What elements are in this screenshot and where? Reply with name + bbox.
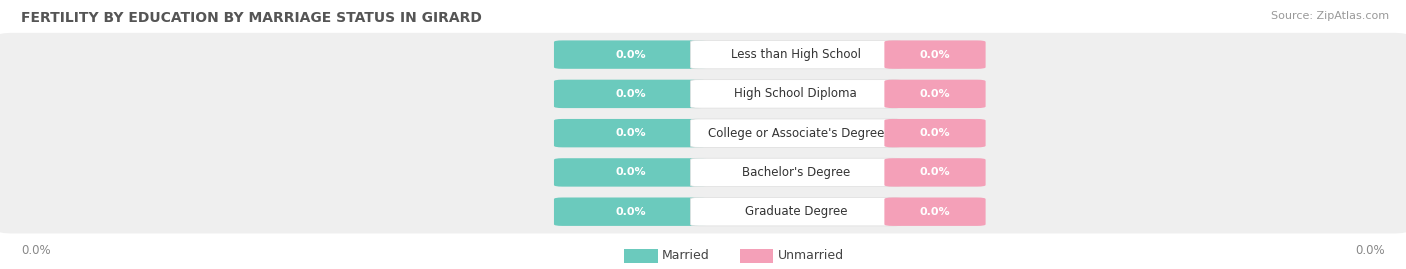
FancyBboxPatch shape bbox=[0, 111, 1406, 155]
Text: High School Diploma: High School Diploma bbox=[734, 87, 858, 100]
Text: 0.0%: 0.0% bbox=[616, 49, 645, 60]
FancyBboxPatch shape bbox=[884, 119, 986, 147]
FancyBboxPatch shape bbox=[690, 158, 901, 187]
Text: 0.0%: 0.0% bbox=[616, 128, 645, 138]
FancyBboxPatch shape bbox=[740, 249, 773, 263]
Text: 0.0%: 0.0% bbox=[616, 89, 645, 99]
Text: Graduate Degree: Graduate Degree bbox=[745, 205, 846, 218]
FancyBboxPatch shape bbox=[0, 151, 1406, 194]
FancyBboxPatch shape bbox=[884, 197, 986, 226]
Text: 0.0%: 0.0% bbox=[920, 207, 950, 217]
FancyBboxPatch shape bbox=[884, 80, 986, 108]
Text: 0.0%: 0.0% bbox=[920, 167, 950, 178]
FancyBboxPatch shape bbox=[690, 40, 901, 69]
FancyBboxPatch shape bbox=[554, 158, 707, 187]
FancyBboxPatch shape bbox=[0, 33, 1406, 76]
Text: Bachelor's Degree: Bachelor's Degree bbox=[742, 166, 849, 179]
Text: FERTILITY BY EDUCATION BY MARRIAGE STATUS IN GIRARD: FERTILITY BY EDUCATION BY MARRIAGE STATU… bbox=[21, 11, 482, 25]
FancyBboxPatch shape bbox=[554, 197, 707, 226]
FancyBboxPatch shape bbox=[690, 197, 901, 226]
Text: Married: Married bbox=[662, 249, 710, 262]
FancyBboxPatch shape bbox=[884, 40, 986, 69]
Text: Unmarried: Unmarried bbox=[778, 249, 844, 262]
Text: 0.0%: 0.0% bbox=[1355, 244, 1385, 257]
Text: 0.0%: 0.0% bbox=[920, 49, 950, 60]
FancyBboxPatch shape bbox=[690, 119, 901, 147]
FancyBboxPatch shape bbox=[554, 40, 707, 69]
Text: 0.0%: 0.0% bbox=[616, 167, 645, 178]
FancyBboxPatch shape bbox=[884, 158, 986, 187]
Text: 0.0%: 0.0% bbox=[21, 244, 51, 257]
Text: 0.0%: 0.0% bbox=[920, 89, 950, 99]
Text: Source: ZipAtlas.com: Source: ZipAtlas.com bbox=[1271, 11, 1389, 21]
Text: 0.0%: 0.0% bbox=[616, 207, 645, 217]
Text: 0.0%: 0.0% bbox=[920, 128, 950, 138]
FancyBboxPatch shape bbox=[554, 80, 707, 108]
Text: Less than High School: Less than High School bbox=[731, 48, 860, 61]
FancyBboxPatch shape bbox=[554, 119, 707, 147]
Text: College or Associate's Degree: College or Associate's Degree bbox=[707, 127, 884, 140]
FancyBboxPatch shape bbox=[690, 80, 901, 108]
FancyBboxPatch shape bbox=[624, 249, 658, 263]
FancyBboxPatch shape bbox=[0, 72, 1406, 116]
FancyBboxPatch shape bbox=[0, 190, 1406, 233]
